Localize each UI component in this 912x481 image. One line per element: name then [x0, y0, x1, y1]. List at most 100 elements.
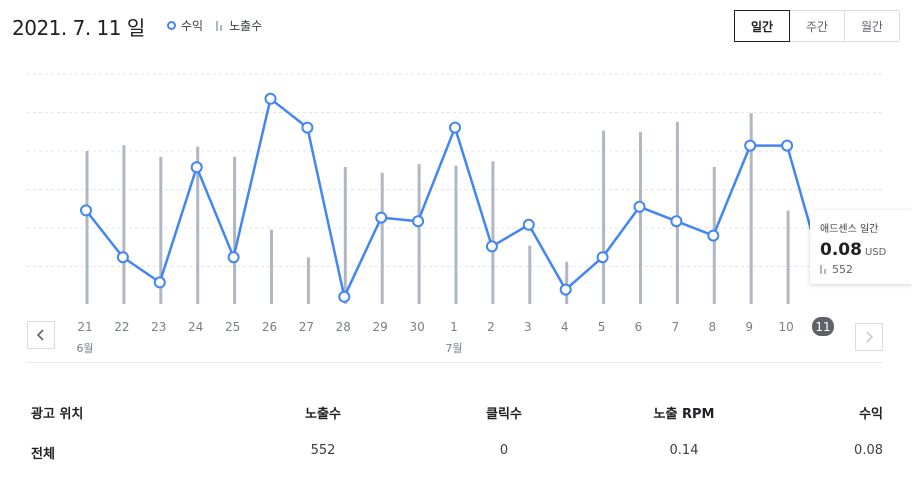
chart-next-button[interactable]	[855, 323, 883, 351]
x-tick-label: 30	[409, 320, 424, 334]
impressions-bar	[159, 156, 163, 304]
header-ad-position: 광고 위치	[31, 407, 84, 422]
divider	[27, 362, 883, 363]
x-tick-label: 8	[708, 320, 716, 334]
revenue-point	[559, 283, 572, 296]
period-daily-button[interactable]: 일간	[734, 10, 790, 42]
impressions-bar	[454, 165, 458, 304]
impressions-bar	[85, 151, 89, 304]
x-tick-label: 1	[450, 320, 458, 334]
period-weekly-button[interactable]: 주간	[789, 11, 844, 41]
legend-item-revenue: 수익	[167, 17, 203, 34]
impressions-bar	[528, 245, 532, 304]
revenue-point	[596, 251, 609, 264]
x-tick-label: 29	[373, 320, 388, 334]
revenue-point	[80, 204, 92, 217]
x-tick-label: 28	[336, 320, 351, 334]
header-impression-rpm: 노출 RPM	[653, 407, 715, 422]
month-label: 6월	[76, 342, 93, 355]
impressions-bar	[343, 167, 347, 304]
x-tick-label: 6	[635, 320, 643, 334]
chart-tooltip: 애드센스 일간 0.08 USD 552	[810, 210, 912, 284]
legend-item-impressions: 노출수	[215, 17, 262, 34]
impressions-bar	[122, 145, 126, 304]
period-toggle: 일간 주간 월간	[734, 10, 900, 42]
revenue-point	[522, 218, 535, 231]
revenue-point	[227, 251, 240, 264]
revenue-point	[412, 215, 425, 228]
legend-revenue-label: 수익	[181, 19, 204, 33]
revenue-point	[670, 215, 683, 228]
bar-chart-icon	[820, 265, 828, 274]
tooltip-currency-unit: USD	[864, 247, 887, 258]
cell-revenue: 0.08	[854, 443, 883, 458]
x-tick-label: 9	[745, 320, 753, 334]
header-clicks: 클릭수	[486, 407, 522, 422]
cell-ad-position: 전체	[31, 447, 55, 462]
impressions-bar	[786, 210, 790, 304]
revenue-point	[301, 121, 314, 134]
chart-header: 2021. 7. 11 일 수익 노출수 일간 주간 월간	[0, 0, 912, 50]
bar-chart-icon	[215, 20, 224, 31]
impressions-bar	[749, 113, 753, 304]
period-monthly-button[interactable]: 월간	[844, 11, 899, 41]
x-tick-label: 27	[299, 320, 314, 334]
tooltip-value-row: 0.08 USD	[820, 240, 902, 260]
x-tick-label: 23	[151, 320, 166, 334]
revenue-point	[485, 240, 498, 253]
revenue-point	[375, 211, 388, 224]
revenue-point	[744, 139, 757, 152]
impressions-bar	[306, 257, 310, 304]
revenue-point	[116, 251, 129, 264]
revenue-point	[449, 121, 461, 134]
x-tick-label: 3	[524, 320, 532, 334]
revenue-point	[633, 200, 646, 213]
cell-clicks: 0	[499, 443, 509, 458]
chart-prev-button[interactable]	[27, 321, 55, 349]
impressions-bar	[675, 121, 679, 304]
x-tick-label: 2	[487, 320, 495, 334]
x-tick-label: 25	[225, 320, 240, 334]
date-title: 2021. 7. 11 일	[12, 16, 145, 40]
x-tick-label: 22	[114, 320, 129, 334]
x-tick-label: 7	[672, 320, 680, 334]
header-revenue: 수익	[859, 407, 883, 422]
chevron-right-icon	[866, 331, 874, 343]
revenue-point	[153, 276, 166, 289]
cell-impression-rpm: 0.14	[669, 443, 699, 458]
legend-impressions-label: 노출수	[229, 19, 263, 33]
line-marker-icon	[167, 21, 176, 30]
x-tick-label: 21	[77, 320, 92, 334]
chart-legend: 수익 노출수	[167, 17, 274, 34]
revenue-point	[781, 139, 794, 152]
impressions-bar	[196, 146, 200, 304]
tooltip-impressions-row: 552	[820, 263, 902, 276]
x-tick-label: 4	[561, 320, 569, 334]
table-row: 전체 552 0 0.14 0.08	[0, 435, 912, 465]
revenue-point	[190, 161, 203, 174]
header-impressions: 노출수	[305, 407, 341, 422]
x-tick-label: 5	[598, 320, 606, 334]
revenue-point	[264, 92, 277, 105]
impressions-bar	[417, 164, 421, 304]
impressions-bar	[491, 161, 495, 304]
x-tick-label-selected: 11	[815, 320, 830, 334]
revenue-point	[707, 229, 720, 242]
x-tick-label: 10	[778, 320, 793, 334]
x-tick-label: 26	[262, 320, 277, 334]
month-label: 7월	[445, 342, 462, 355]
x-tick-label: 24	[188, 320, 203, 334]
impressions-bar	[639, 132, 642, 304]
tooltip-impressions-value: 552	[832, 263, 853, 276]
impressions-bar	[270, 229, 273, 304]
revenue-point	[338, 290, 351, 303]
impressions-bar	[565, 261, 569, 304]
impressions-bar	[602, 130, 606, 304]
tooltip-revenue-value: 0.08	[820, 240, 862, 260]
selected-date-badge	[812, 317, 834, 336]
table-header-row: 광고 위치 노출수 클릭수 노출 RPM 수익	[0, 395, 912, 425]
chevron-left-icon	[36, 329, 44, 341]
impressions-bar	[380, 172, 384, 304]
impressions-bar	[233, 156, 237, 304]
